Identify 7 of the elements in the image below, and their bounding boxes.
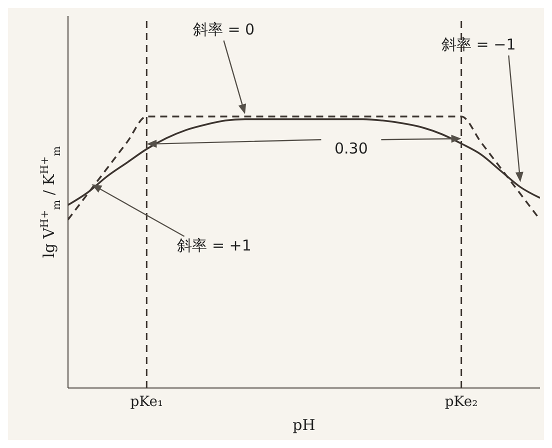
annotation: 0.30 bbox=[334, 140, 368, 158]
x-axis-title: pH bbox=[292, 416, 316, 434]
text: 斜率 = 0 bbox=[192, 20, 255, 39]
x-tick-label: pKe₂ bbox=[444, 394, 478, 410]
x-tick-label: pKe₁ bbox=[130, 394, 164, 410]
annotation: 斜率 = +1 bbox=[177, 236, 252, 254]
text: 斜率 = −1 bbox=[442, 35, 516, 54]
